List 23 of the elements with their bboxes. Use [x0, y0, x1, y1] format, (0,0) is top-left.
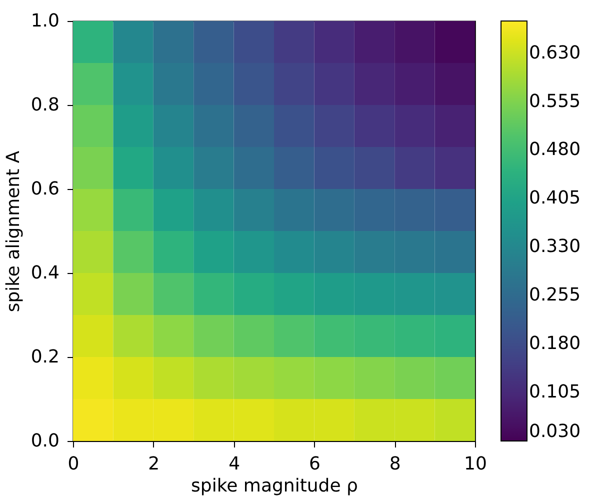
x-tick-label: 6: [308, 454, 320, 474]
x-tick-label: 8: [389, 454, 401, 474]
color-bar-label: 0.030: [529, 421, 581, 442]
y-tick-label: 0.4: [30, 262, 60, 284]
color-bar-label: 0.255: [529, 284, 581, 306]
color-bar-label: 0.105: [529, 382, 581, 403]
y-tick-label: 0.6: [30, 178, 60, 200]
color-bar-label: 0.330: [529, 236, 581, 258]
x-tick-label: 2: [148, 454, 160, 474]
y-tick-label: 0.2: [30, 346, 60, 368]
y-axis-title: spike alignment A: [2, 150, 24, 312]
color-bar-label: 0.555: [529, 90, 581, 112]
x-axis-title: spike magnitude ρ: [191, 476, 358, 496]
x-tick-label: 0: [68, 454, 80, 474]
color-bar-label: 0.630: [529, 42, 581, 64]
color-bar-label: 0.480: [529, 139, 581, 160]
y-tick-label: 1.0: [30, 10, 60, 32]
x-tick-label: 10: [464, 454, 487, 474]
y-tick-label: 0.0: [30, 430, 60, 452]
color-bar-label: 0.180: [529, 333, 581, 354]
y-tick-label: 0.8: [30, 94, 60, 116]
color-bar-label: 0.405: [529, 188, 581, 209]
x-tick-label: 4: [228, 454, 240, 474]
